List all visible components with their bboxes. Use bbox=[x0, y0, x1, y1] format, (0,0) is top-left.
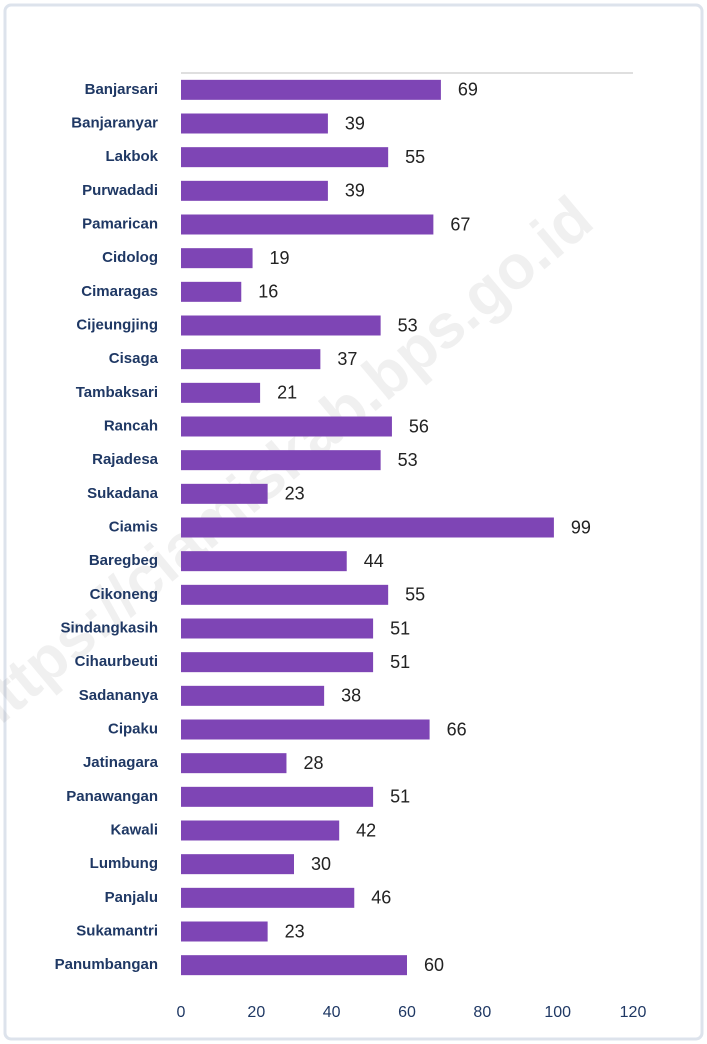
value-label: 46 bbox=[371, 888, 391, 908]
y-tick-label: Lumbung bbox=[90, 855, 158, 872]
bar bbox=[181, 450, 381, 471]
value-label: 51 bbox=[390, 618, 410, 638]
x-tick-label: 40 bbox=[323, 1004, 341, 1021]
value-label: 42 bbox=[356, 820, 376, 840]
bar bbox=[181, 349, 321, 370]
bar bbox=[181, 820, 340, 841]
value-label: 23 bbox=[285, 921, 305, 941]
bar bbox=[181, 517, 554, 538]
y-tick-label: Jatinagara bbox=[83, 754, 159, 771]
bar bbox=[181, 281, 242, 302]
bar bbox=[181, 753, 287, 774]
value-label: 28 bbox=[303, 753, 323, 773]
y-tick-label: Sindangkasih bbox=[60, 619, 158, 636]
y-tick-label: Lakbok bbox=[105, 148, 158, 165]
value-label: 39 bbox=[345, 113, 365, 133]
y-tick-label: Panawangan bbox=[66, 788, 158, 805]
value-label: 99 bbox=[571, 517, 591, 537]
y-tick-label: Pamarican bbox=[82, 215, 158, 232]
y-tick-label: Panumbangan bbox=[55, 956, 158, 973]
bar bbox=[181, 113, 328, 134]
bar bbox=[181, 551, 347, 572]
value-label: 30 bbox=[311, 854, 331, 874]
y-tick-label: Cipaku bbox=[108, 720, 158, 737]
value-label: 55 bbox=[405, 147, 425, 167]
bar bbox=[181, 147, 389, 168]
y-tick-label: Tambaksari bbox=[76, 384, 158, 401]
bar bbox=[181, 214, 434, 235]
value-label: 21 bbox=[277, 383, 297, 403]
bar bbox=[181, 652, 374, 673]
bar bbox=[181, 719, 430, 740]
y-tick-label: Rajadesa bbox=[92, 451, 159, 468]
x-tick-label: 20 bbox=[247, 1004, 265, 1021]
value-label: 53 bbox=[398, 315, 418, 335]
value-label: 60 bbox=[424, 955, 444, 975]
value-label: 56 bbox=[409, 416, 429, 436]
bar bbox=[181, 248, 253, 269]
y-tick-label: Banjaranyar bbox=[71, 114, 158, 131]
bar bbox=[181, 887, 355, 908]
bar bbox=[181, 382, 261, 403]
y-tick-label: Banjarsari bbox=[85, 81, 158, 98]
bar bbox=[181, 786, 374, 807]
x-tick-label: 60 bbox=[398, 1004, 416, 1021]
value-label: 16 bbox=[258, 282, 278, 302]
bar bbox=[181, 955, 407, 976]
value-label: 44 bbox=[364, 551, 384, 571]
y-tick-label: Cijeungjing bbox=[76, 316, 158, 333]
value-label: 66 bbox=[447, 719, 467, 739]
x-tick-label: 0 bbox=[177, 1004, 186, 1021]
y-tick-label: Cikoneng bbox=[90, 586, 158, 603]
value-label: 38 bbox=[341, 686, 361, 706]
value-label: 19 bbox=[270, 248, 290, 268]
bar bbox=[181, 584, 389, 605]
value-label: 53 bbox=[398, 450, 418, 470]
y-tick-label: Sukadana bbox=[87, 485, 159, 502]
value-label: 23 bbox=[285, 484, 305, 504]
value-label: 69 bbox=[458, 80, 478, 100]
y-tick-label: Kawali bbox=[110, 821, 158, 838]
value-label: 51 bbox=[390, 787, 410, 807]
bar bbox=[181, 180, 328, 201]
x-tick-label: 80 bbox=[473, 1004, 491, 1021]
value-label: 51 bbox=[390, 652, 410, 672]
x-tick-label: 120 bbox=[620, 1004, 647, 1021]
y-tick-label: Purwadadi bbox=[82, 182, 158, 199]
x-tick-label: 100 bbox=[544, 1004, 571, 1021]
bar bbox=[181, 483, 268, 504]
y-tick-label: Panjalu bbox=[105, 889, 158, 906]
value-label: 67 bbox=[450, 214, 470, 234]
bar bbox=[181, 618, 374, 639]
y-tick-label: Baregbeg bbox=[89, 552, 158, 569]
bar bbox=[181, 79, 441, 100]
bar bbox=[181, 416, 392, 437]
y-tick-label: Cisaga bbox=[109, 350, 159, 367]
y-tick-label: Ciamis bbox=[109, 518, 158, 535]
bar bbox=[181, 315, 381, 336]
y-tick-label: Sukamantri bbox=[76, 922, 158, 939]
y-tick-label: Cihaurbeuti bbox=[75, 653, 158, 670]
bar bbox=[181, 854, 294, 875]
value-label: 37 bbox=[337, 349, 357, 369]
bar bbox=[181, 921, 268, 942]
y-tick-label: Rancah bbox=[104, 417, 158, 434]
value-label: 39 bbox=[345, 181, 365, 201]
y-tick-label: Sadananya bbox=[79, 687, 159, 704]
y-tick-label: Cimaragas bbox=[81, 283, 158, 300]
y-tick-label: Cidolog bbox=[102, 249, 158, 266]
bar bbox=[181, 685, 325, 706]
value-label: 55 bbox=[405, 585, 425, 605]
